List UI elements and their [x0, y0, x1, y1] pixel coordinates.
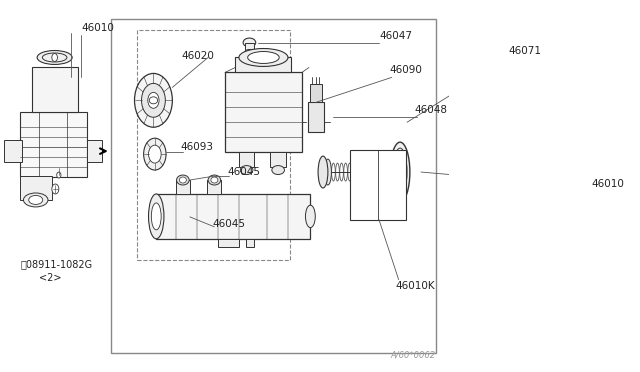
Text: 46071: 46071: [509, 45, 541, 55]
Text: 46010K: 46010K: [396, 280, 435, 291]
Bar: [308, 102, 324, 132]
Ellipse shape: [272, 166, 284, 174]
Bar: [310, 84, 321, 102]
Bar: [207, 180, 221, 194]
Ellipse shape: [394, 161, 400, 183]
Ellipse shape: [396, 157, 404, 187]
Ellipse shape: [151, 203, 161, 230]
Bar: [225, 73, 302, 152]
Ellipse shape: [378, 163, 383, 181]
Bar: [156, 194, 310, 239]
Text: 46090: 46090: [390, 65, 422, 76]
Ellipse shape: [37, 51, 72, 64]
Ellipse shape: [383, 160, 389, 184]
Ellipse shape: [179, 177, 186, 183]
Text: <2>: <2>: [39, 273, 61, 283]
Circle shape: [52, 184, 59, 194]
Circle shape: [134, 73, 172, 127]
Bar: [236, 58, 291, 73]
Ellipse shape: [305, 205, 316, 228]
Bar: [20, 112, 87, 177]
Circle shape: [148, 145, 161, 163]
Bar: [239, 152, 254, 167]
Text: 46010: 46010: [81, 23, 114, 33]
Text: 46045: 46045: [212, 219, 245, 229]
Ellipse shape: [244, 49, 254, 55]
Circle shape: [141, 83, 165, 117]
Ellipse shape: [208, 175, 221, 185]
Text: 46045: 46045: [227, 167, 260, 177]
Bar: [32, 67, 78, 112]
Ellipse shape: [149, 97, 157, 104]
Ellipse shape: [24, 193, 48, 207]
Ellipse shape: [148, 194, 164, 239]
Circle shape: [143, 138, 166, 170]
Ellipse shape: [240, 166, 253, 174]
Ellipse shape: [42, 53, 67, 62]
Ellipse shape: [243, 38, 256, 47]
Bar: [4, 140, 22, 162]
Bar: [138, 31, 290, 260]
Ellipse shape: [177, 175, 189, 185]
Bar: [244, 42, 254, 52]
Text: 46010: 46010: [591, 179, 624, 189]
Text: 46093: 46093: [180, 142, 214, 152]
Ellipse shape: [371, 161, 377, 183]
Bar: [271, 152, 286, 167]
Ellipse shape: [324, 159, 332, 185]
Text: Ⓝ08911-1082G: Ⓝ08911-1082G: [20, 259, 92, 269]
Ellipse shape: [393, 148, 407, 196]
Bar: [87, 140, 102, 162]
Text: 46048: 46048: [415, 105, 448, 115]
Ellipse shape: [390, 163, 394, 181]
Ellipse shape: [211, 177, 218, 183]
Bar: [218, 239, 239, 247]
Bar: [246, 239, 254, 247]
Circle shape: [148, 92, 159, 108]
Text: 46020: 46020: [182, 51, 214, 61]
Ellipse shape: [390, 142, 410, 202]
Text: 46047: 46047: [379, 31, 412, 41]
Ellipse shape: [248, 51, 279, 64]
Circle shape: [52, 54, 58, 61]
Text: A/60*0062: A/60*0062: [390, 350, 435, 359]
Bar: [176, 180, 190, 194]
Circle shape: [57, 172, 61, 178]
Bar: [20, 176, 52, 200]
Bar: [349, 150, 406, 220]
Ellipse shape: [239, 48, 288, 67]
Bar: [111, 19, 436, 353]
Ellipse shape: [318, 156, 328, 188]
Ellipse shape: [29, 195, 43, 205]
